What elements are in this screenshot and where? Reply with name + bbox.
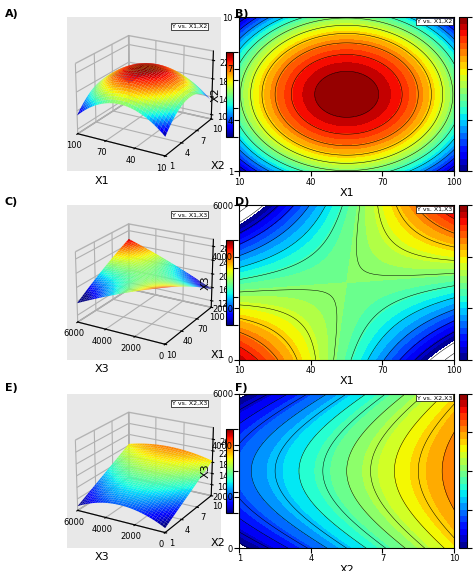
Y-axis label: X2: X2	[211, 161, 226, 171]
X-axis label: X3: X3	[95, 364, 110, 374]
Y-axis label: X3: X3	[201, 464, 210, 478]
X-axis label: X1: X1	[339, 188, 354, 198]
Text: E): E)	[5, 383, 18, 393]
Y-axis label: X3: X3	[201, 275, 210, 290]
X-axis label: X2: X2	[339, 565, 354, 571]
Text: F): F)	[235, 383, 247, 393]
Text: C): C)	[5, 197, 18, 207]
X-axis label: X1: X1	[339, 376, 354, 387]
Text: D): D)	[235, 197, 249, 207]
Text: Y vs. X2,X3: Y vs. X2,X3	[172, 401, 207, 405]
X-axis label: X1: X1	[95, 176, 110, 186]
Text: Y vs. X2,X3: Y vs. X2,X3	[417, 395, 452, 400]
Text: Y vs. X1,X2: Y vs. X1,X2	[417, 19, 452, 23]
Text: Y vs. X1,X2: Y vs. X1,X2	[172, 24, 207, 29]
Text: B): B)	[235, 9, 248, 19]
Y-axis label: X2: X2	[211, 87, 221, 102]
Y-axis label: X2: X2	[211, 538, 226, 548]
Y-axis label: X1: X1	[211, 349, 226, 360]
Text: A): A)	[5, 9, 18, 19]
Text: Y vs. X1,X3: Y vs. X1,X3	[417, 207, 452, 212]
Text: Y vs. X1,X3: Y vs. X1,X3	[172, 212, 207, 218]
X-axis label: X3: X3	[95, 552, 110, 562]
